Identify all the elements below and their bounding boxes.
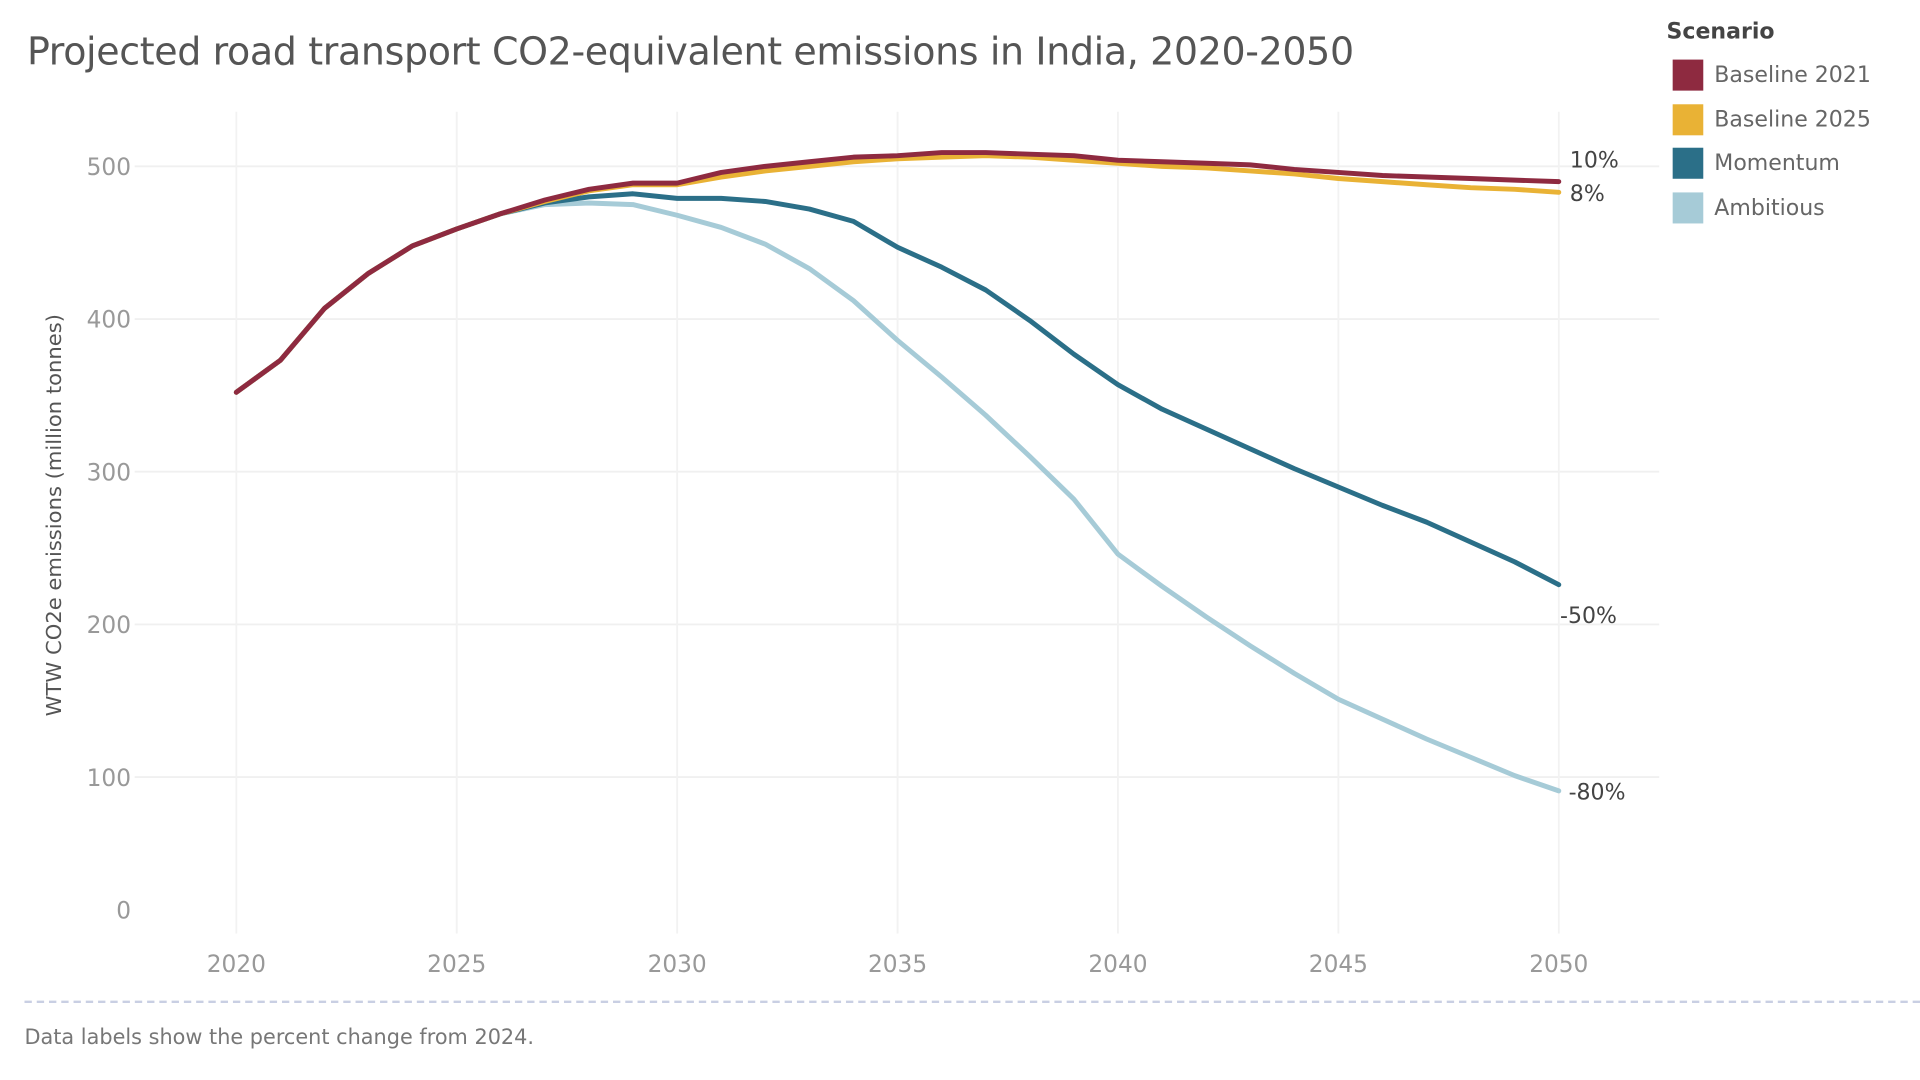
- chart-title: Projected road transport CO2-equivalent …: [26, 29, 1354, 75]
- legend-label: Momentum: [1714, 150, 1840, 177]
- x-tick-label: 2050: [1529, 950, 1588, 978]
- legend-label: Baseline 2025: [1714, 106, 1871, 133]
- legend-item[interactable]: Momentum: [1672, 147, 1840, 179]
- legend-label: Ambitious: [1714, 194, 1825, 221]
- data-label: -80%: [1569, 779, 1626, 805]
- data-label: 8%: [1570, 181, 1605, 207]
- series-line-baseline-2021: [233, 150, 1562, 395]
- y-tick-label: 0: [116, 896, 131, 924]
- x-tick-label: 2030: [648, 950, 707, 978]
- data-label: 10%: [1570, 147, 1619, 173]
- y-tick-label: 500: [87, 153, 131, 181]
- legend-label: Baseline 2021: [1714, 62, 1871, 89]
- legend-item[interactable]: Baseline 2021: [1672, 59, 1871, 91]
- footer-note: Data labels show the percent change from…: [24, 1025, 535, 1051]
- y-tick-label: 200: [87, 611, 131, 639]
- legend-swatch: [1672, 191, 1704, 223]
- x-tick-label: 2025: [427, 950, 486, 978]
- y-tick-label: 100: [87, 764, 131, 792]
- legend-swatch: [1672, 59, 1704, 91]
- y-tick-label: 300: [87, 458, 131, 486]
- legend-item[interactable]: Baseline 2025: [1672, 103, 1871, 135]
- legend-swatch: [1672, 147, 1704, 179]
- x-tick-label: 2045: [1309, 950, 1368, 978]
- legend-title: Scenario: [1666, 18, 1775, 45]
- x-tick-label: 2020: [207, 950, 266, 978]
- y-axis-label: WTW CO2e emissions (million tonnes): [42, 314, 66, 716]
- legend-item[interactable]: Ambitious: [1672, 191, 1825, 223]
- x-tick-label: 2040: [1088, 950, 1147, 978]
- footer-divider: [24, 1000, 1920, 1004]
- y-tick-label: 400: [87, 306, 131, 334]
- legend-swatch: [1672, 103, 1704, 135]
- x-tick-label: 2035: [868, 950, 927, 978]
- data-label: -50%: [1560, 603, 1617, 629]
